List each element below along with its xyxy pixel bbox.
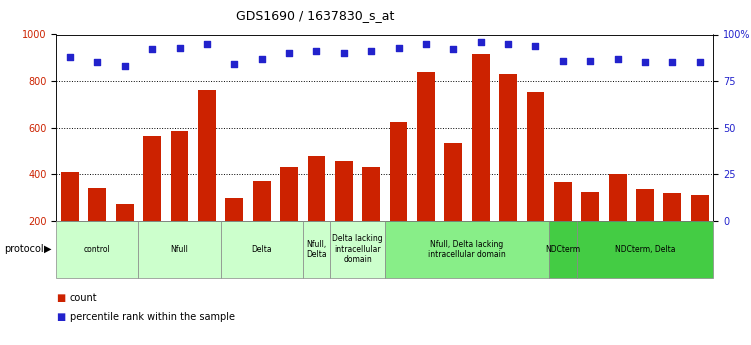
Bar: [385, 221, 549, 278]
Point: [173, 45, 185, 50]
Text: ▶: ▶: [44, 244, 51, 254]
Point: [365, 49, 377, 54]
Bar: [390, 122, 408, 267]
Text: GDS1690 / 1637830_s_at: GDS1690 / 1637830_s_at: [237, 9, 394, 22]
Bar: [198, 90, 216, 267]
Bar: [499, 74, 517, 267]
Bar: [663, 193, 681, 267]
Point: [694, 60, 706, 65]
Point: [228, 61, 240, 67]
Bar: [445, 143, 462, 267]
Text: ■: ■: [56, 294, 65, 303]
Bar: [581, 192, 599, 267]
Point: [255, 56, 267, 61]
Text: Delta lacking
intracellular
domain: Delta lacking intracellular domain: [332, 234, 383, 264]
Bar: [526, 91, 544, 267]
Bar: [225, 197, 243, 267]
Bar: [335, 161, 353, 267]
Text: Delta: Delta: [252, 245, 272, 254]
Bar: [417, 72, 435, 267]
Bar: [280, 167, 298, 267]
Point: [119, 63, 131, 69]
Point: [529, 43, 541, 48]
Point: [666, 60, 678, 65]
Bar: [308, 156, 325, 267]
Text: count: count: [70, 294, 98, 303]
Bar: [143, 136, 161, 267]
Bar: [253, 181, 270, 267]
Bar: [303, 221, 330, 278]
Bar: [56, 221, 138, 278]
Bar: [116, 205, 134, 267]
Point: [639, 60, 651, 65]
Bar: [549, 221, 577, 278]
Point: [393, 45, 405, 50]
Text: NDCterm, Delta: NDCterm, Delta: [615, 245, 675, 254]
Point: [448, 47, 460, 52]
Bar: [609, 174, 626, 267]
Bar: [89, 188, 107, 267]
Bar: [330, 221, 385, 278]
Bar: [221, 221, 303, 278]
Bar: [577, 221, 713, 278]
Bar: [61, 172, 79, 267]
Point: [475, 39, 487, 45]
Point: [64, 54, 76, 60]
Bar: [636, 189, 654, 267]
Text: percentile rank within the sample: percentile rank within the sample: [70, 313, 235, 322]
Point: [420, 41, 432, 47]
Text: Nfull,
Delta: Nfull, Delta: [306, 239, 327, 259]
Point: [283, 50, 295, 56]
Bar: [554, 183, 572, 267]
Point: [611, 56, 623, 61]
Point: [502, 41, 514, 47]
Point: [310, 49, 322, 54]
Text: Nfull: Nfull: [170, 245, 189, 254]
Point: [146, 47, 158, 52]
Point: [201, 41, 213, 47]
Point: [584, 58, 596, 63]
Bar: [362, 167, 380, 267]
Point: [556, 58, 569, 63]
Text: protocol: protocol: [4, 244, 44, 254]
Point: [92, 60, 104, 65]
Text: control: control: [84, 245, 110, 254]
Bar: [472, 54, 490, 267]
Bar: [691, 195, 709, 267]
Point: [338, 50, 350, 56]
Bar: [170, 131, 189, 267]
Text: ■: ■: [56, 313, 65, 322]
Text: NDCterm: NDCterm: [545, 245, 581, 254]
Text: Nfull, Delta lacking
intracellular domain: Nfull, Delta lacking intracellular domai…: [428, 239, 506, 259]
Bar: [138, 221, 221, 278]
